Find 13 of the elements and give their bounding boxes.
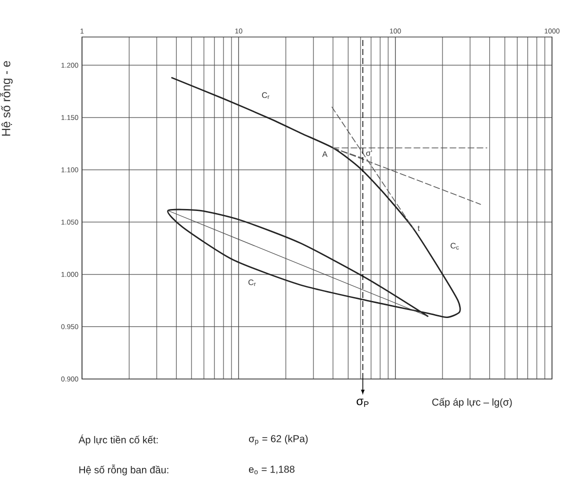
text: σ$_{p}$ = 62 (kPa): [248, 434, 308, 446]
annotation: C$_{r}$: [262, 92, 270, 99]
annotation: C$_{c}$: [450, 242, 459, 250]
ref-line-label: σ$_{P}$: [356, 398, 368, 407]
y-axis-title: Hệ số rỗng - e: [0, 61, 13, 136]
annotation: A: [322, 151, 328, 157]
text: e$_{o}$ = 1,188: [248, 466, 294, 474]
annotation: t: [418, 226, 420, 232]
annotation: σ': [366, 150, 372, 156]
x-axis-title: Cấp áp lực – lg(σ): [432, 398, 512, 408]
annotation: C$_{r}$: [248, 279, 256, 286]
text: Áp lực tiền cố kết:: [78, 434, 158, 446]
text: Hệ số rỗng ban đầu:: [79, 464, 168, 476]
